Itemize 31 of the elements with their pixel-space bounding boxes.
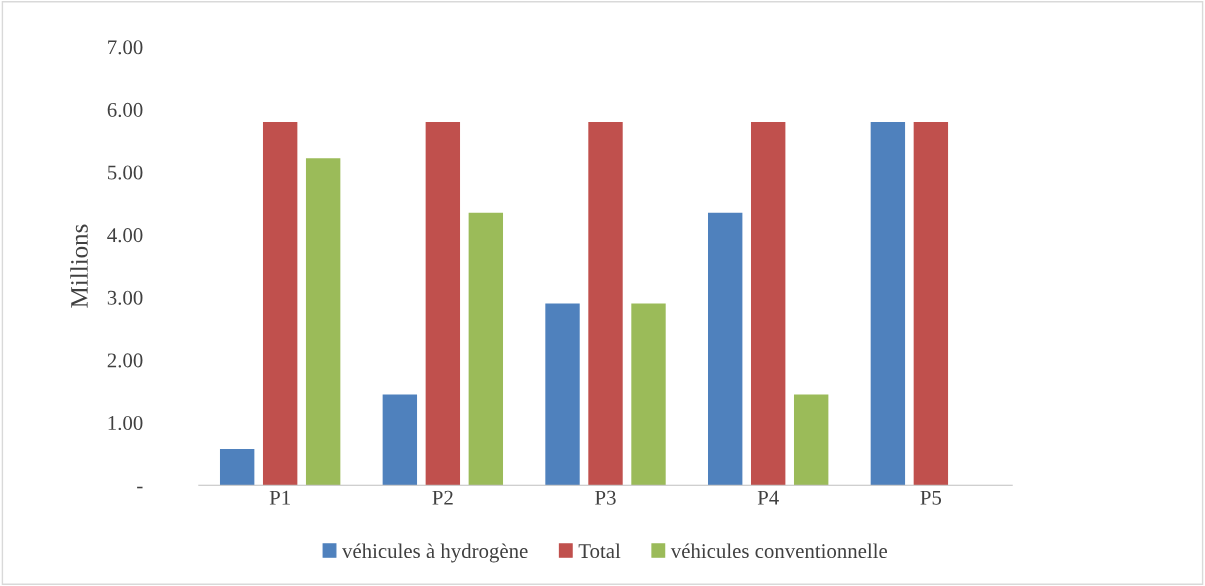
bar <box>913 122 949 486</box>
bar <box>708 212 743 486</box>
bar <box>750 122 786 486</box>
x-tick-label: P3 <box>595 490 616 505</box>
bar <box>425 122 461 486</box>
bar <box>631 303 666 486</box>
bar <box>382 394 418 486</box>
y-tick-label: 3.00 <box>107 290 143 305</box>
bar <box>468 212 504 486</box>
legend-label: véhicules conventionnelle <box>670 543 888 559</box>
bar <box>588 122 623 486</box>
bar <box>262 122 298 486</box>
y-tick-label: 5.00 <box>108 165 143 180</box>
bar <box>793 394 829 486</box>
bar <box>870 122 906 486</box>
bar <box>545 303 580 486</box>
legend-label: véhicules à hydrogène <box>342 543 528 563</box>
y-tick-label: 7.00 <box>108 40 143 55</box>
y-tick-label: 6.00 <box>107 102 143 118</box>
bar <box>219 448 255 486</box>
y-tick-label: 1.00 <box>108 415 143 431</box>
x-tick-label: P4 <box>757 490 779 505</box>
y-tick-label: 4.00 <box>107 228 143 243</box>
legend-label: Total <box>578 543 621 559</box>
x-tick-label: P2 <box>432 490 453 505</box>
y-tick-label: - <box>137 486 143 489</box>
y-tick-label: 2.00 <box>107 353 143 368</box>
x-tick-label: P1 <box>269 490 290 505</box>
y-axis-title: Millions <box>70 224 88 308</box>
x-tick-label: P5 <box>920 490 942 505</box>
bar <box>305 158 341 486</box>
